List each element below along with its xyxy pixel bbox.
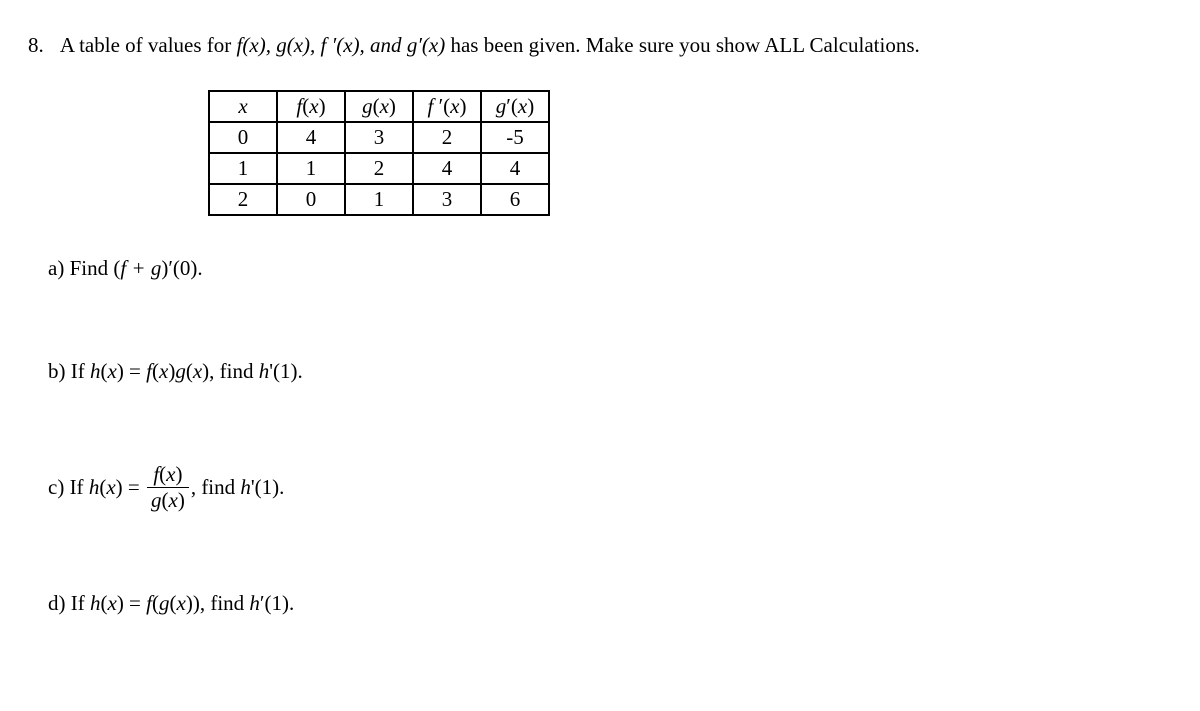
fraction-denominator: g(x) <box>147 488 189 513</box>
cell: 1 <box>345 184 413 215</box>
cell: -5 <box>481 122 549 153</box>
table-header-row: x f(x) g(x) f ′(x) g′(x) <box>209 91 549 122</box>
col-x: x <box>209 91 277 122</box>
problem-number: 8. <box>28 33 56 57</box>
part-c: c) If h(x) = f(x) g(x) , find h'(1). <box>48 462 1172 513</box>
cell: 2 <box>209 184 277 215</box>
function-list: f(x), g(x), f ′(x), and g′(x) <box>237 33 446 57</box>
cell: 4 <box>413 153 481 184</box>
part-d-hx: h(x) = f(g(x)) <box>90 591 200 615</box>
part-a-expr: f + g <box>120 256 161 280</box>
cell: 2 <box>345 153 413 184</box>
cell: 6 <box>481 184 549 215</box>
col-fpx: f ′(x) <box>413 91 481 122</box>
col-gpx: g′(x) <box>481 91 549 122</box>
cell: 4 <box>481 153 549 184</box>
table-row: 2 0 1 3 6 <box>209 184 549 215</box>
problem-statement: 8. A table of values for f(x), g(x), f ′… <box>28 30 1172 62</box>
part-d: d) If h(x) = f(g(x)), find h′(1). <box>48 591 1172 616</box>
part-b-find: h'(1). <box>259 359 303 383</box>
statement-suffix: has been given. Make sure you show ALL C… <box>445 33 920 57</box>
col-gx: g(x) <box>345 91 413 122</box>
cell: 0 <box>209 122 277 153</box>
part-c-label: c) If <box>48 475 84 500</box>
cell: 2 <box>413 122 481 153</box>
cell: 0 <box>277 184 345 215</box>
cell: 3 <box>345 122 413 153</box>
cell: 3 <box>413 184 481 215</box>
part-c-suffix: , find <box>191 475 235 500</box>
cell: 4 <box>277 122 345 153</box>
table-row: 1 1 2 4 4 <box>209 153 549 184</box>
fraction-numerator: f(x) <box>147 462 189 488</box>
part-b-label: b) If <box>48 359 90 383</box>
table-row: 0 4 3 2 -5 <box>209 122 549 153</box>
part-c-fraction: f(x) g(x) <box>147 462 189 513</box>
part-a-label: a) Find ( <box>48 256 120 280</box>
cell: 1 <box>277 153 345 184</box>
data-table: x f(x) g(x) f ′(x) g′(x) 0 4 3 2 -5 1 1 … <box>208 90 550 216</box>
part-a: a) Find (f + g)′(0). <box>48 256 1172 281</box>
part-a-suffix: )′(0). <box>161 256 202 280</box>
part-b-hx: h(x) = f(x)g(x) <box>90 359 209 383</box>
col-fx: f(x) <box>277 91 345 122</box>
part-b-suffix: , find <box>209 359 259 383</box>
statement-prefix: A table of values for <box>60 33 237 57</box>
part-b: b) If h(x) = f(x)g(x), find h'(1). <box>48 359 1172 384</box>
part-d-find: h′(1). <box>249 591 294 615</box>
part-d-label: d) If <box>48 591 90 615</box>
cell: 1 <box>209 153 277 184</box>
data-table-container: x f(x) g(x) f ′(x) g′(x) 0 4 3 2 -5 1 1 … <box>208 90 1172 216</box>
part-c-hx-prefix: h(x) = <box>84 475 145 500</box>
part-d-suffix: , find <box>200 591 250 615</box>
part-c-find: h'(1). <box>235 475 284 500</box>
